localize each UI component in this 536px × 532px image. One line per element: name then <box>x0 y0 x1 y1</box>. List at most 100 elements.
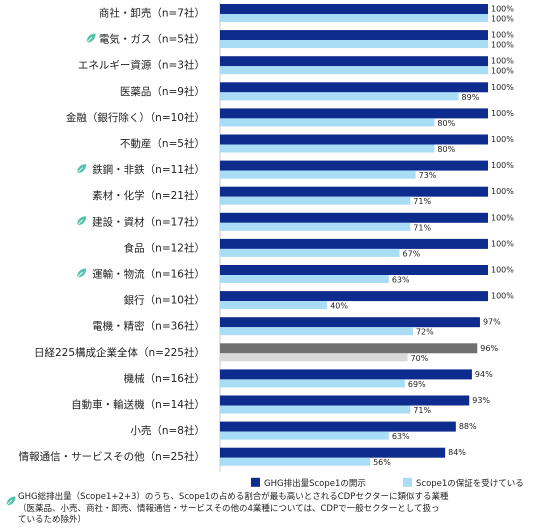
value-label-scope1-assurance: 40% <box>330 302 348 311</box>
value-label-scope1-disclosure: 88% <box>459 422 477 431</box>
category-label: 小売（n=8社） <box>130 424 205 437</box>
value-label-scope1-disclosure: 100% <box>491 135 514 144</box>
value-label-scope1-assurance: 100% <box>491 15 514 24</box>
value-label-scope1-assurance: 100% <box>491 41 514 50</box>
bar-scope1-disclosure <box>220 369 472 380</box>
category-label: 医薬品（n=9社） <box>120 85 205 98</box>
value-label-scope1-disclosure: 100% <box>491 161 514 170</box>
bar-scope1-disclosure <box>220 82 488 93</box>
leaf-vein <box>76 219 83 226</box>
bar-scope1-disclosure <box>220 447 446 458</box>
leaf-icon <box>76 216 87 226</box>
category-label: 機械（n=16社） <box>124 372 205 385</box>
bar-scope1-assurance <box>220 379 405 388</box>
bar-scope1-assurance <box>220 40 488 49</box>
category-label: 電機・精密（n=36社） <box>92 320 205 333</box>
bar-scope1-assurance <box>220 66 488 75</box>
leaf-vein <box>76 167 83 174</box>
bar-scope1-disclosure <box>220 4 488 14</box>
bar-scope1-assurance <box>220 431 389 440</box>
value-label-scope1-disclosure: 94% <box>475 370 493 379</box>
value-label-scope1-assurance: 100% <box>491 67 514 76</box>
category-label: 素材・化学（n=21社） <box>92 189 205 202</box>
value-label-scope1-assurance: 80% <box>437 145 455 154</box>
bar-scope1-assurance <box>220 92 459 101</box>
footnote-line-1: GHG総排出量（Scope1+2+3）のうち、Scope1の占める割合が最も高い… <box>18 492 449 502</box>
value-label-scope1-disclosure: 100% <box>491 266 514 275</box>
bar-scope1-assurance <box>220 353 408 362</box>
leaf-icon <box>76 164 87 174</box>
legend-label-scope1-assurance: Scope1の保証を受けている <box>416 478 524 489</box>
value-label-scope1-disclosure: 100% <box>491 187 514 196</box>
value-label-scope1-disclosure: 100% <box>491 57 514 66</box>
leaf-icon <box>86 33 96 43</box>
category-label: 銀行（n=10社） <box>124 294 205 307</box>
bar-scope1-assurance <box>220 170 416 179</box>
bar-scope1-disclosure <box>220 395 470 406</box>
value-label-scope1-assurance: 71% <box>413 223 431 232</box>
category-label: 金融（銀行除く）（n=10社） <box>66 111 205 124</box>
value-label-scope1-assurance: 56% <box>373 458 391 467</box>
category-label: 情報通信・サービスその他（n=25社） <box>19 450 205 463</box>
bar-scope1-assurance <box>220 144 435 153</box>
bar-scope1-disclosure <box>220 317 480 328</box>
value-label-scope1-disclosure: 100% <box>491 239 514 248</box>
bar-scope1-disclosure <box>220 160 488 171</box>
bar-scope1-disclosure <box>220 56 488 67</box>
bar-scope1-assurance <box>220 196 411 205</box>
leaf-vein <box>86 36 93 43</box>
bar-scope1-assurance <box>220 222 411 231</box>
value-label-scope1-assurance: 80% <box>437 119 455 128</box>
value-label-scope1-disclosure: 84% <box>448 448 466 457</box>
value-label-scope1-assurance: 72% <box>416 328 434 337</box>
value-label-scope1-disclosure: 100% <box>491 292 514 301</box>
bar-scope1-disclosure <box>220 108 488 119</box>
category-label: 自動車・輸送機（n=14社） <box>71 398 205 411</box>
category-label: 鉄鋼・非鉄（n=11社） <box>92 163 205 176</box>
legend-swatch-scope1-assurance <box>403 477 412 487</box>
bar-scope1-disclosure <box>220 212 488 223</box>
value-label-scope1-assurance: 70% <box>411 354 429 363</box>
value-label-scope1-disclosure: 100% <box>491 83 514 92</box>
bar-scope1-disclosure <box>220 343 478 354</box>
category-label: エネルギー資源（n=3社） <box>78 59 205 72</box>
bar-scope1-assurance <box>220 405 411 414</box>
value-label-scope1-disclosure: 100% <box>491 5 514 14</box>
value-label-scope1-assurance: 63% <box>392 432 410 441</box>
value-label-scope1-assurance: 63% <box>392 276 410 285</box>
value-label-scope1-disclosure: 97% <box>483 318 501 327</box>
leaf-icon <box>76 268 87 278</box>
value-label-scope1-disclosure: 93% <box>472 396 490 405</box>
footnote-line-2: （医薬品、小売、商社・卸売、情報通信・サービスその他の4業種については、CDPで… <box>18 503 440 514</box>
value-label-scope1-disclosure: 100% <box>491 109 514 118</box>
category-label: 食品（n=12社） <box>124 241 205 254</box>
value-label-scope1-disclosure: 96% <box>480 344 498 353</box>
bar-scope1-disclosure <box>220 265 488 275</box>
value-label-scope1-disclosure: 100% <box>491 31 514 40</box>
value-label-scope1-disclosure: 100% <box>491 213 514 222</box>
bar-scope1-assurance <box>220 14 488 22</box>
bar-scope1-assurance <box>220 457 371 466</box>
value-label-scope1-assurance: 73% <box>419 171 437 180</box>
legend-label-scope1-disclosure: GHG排出量Scope1の開示 <box>264 478 366 489</box>
value-label-scope1-assurance: 89% <box>462 93 480 102</box>
bar-scope1-disclosure <box>220 238 488 249</box>
leaf-icon <box>6 496 16 506</box>
value-label-scope1-assurance: 67% <box>403 249 421 258</box>
category-label: 商社・卸売（n=7社） <box>99 7 205 20</box>
leaf-vein <box>76 271 83 278</box>
bar-chart: 商社・卸売（n=7社） 100%100%電気・ガス（n=5社） 100%100%エネ… <box>19 2 524 489</box>
value-label-scope1-assurance: 71% <box>413 197 431 206</box>
bar-scope1-assurance <box>220 248 400 257</box>
category-label: 建設・資材（n=17社） <box>92 215 205 228</box>
category-label: 日経225構成企業全体（n=225社） <box>34 346 205 359</box>
bar-scope1-disclosure <box>220 134 488 145</box>
bar-scope1-disclosure <box>220 291 488 302</box>
value-label-scope1-assurance: 69% <box>408 380 426 389</box>
bar-scope1-assurance <box>220 118 435 127</box>
category-label: 電気・ガス（n=5社） <box>99 33 205 46</box>
category-label: 運輸・物流（n=16社） <box>92 268 205 281</box>
legend-swatch-scope1-disclosure <box>251 477 260 487</box>
bar-scope1-assurance <box>220 327 413 336</box>
bar-scope1-disclosure <box>220 421 456 432</box>
